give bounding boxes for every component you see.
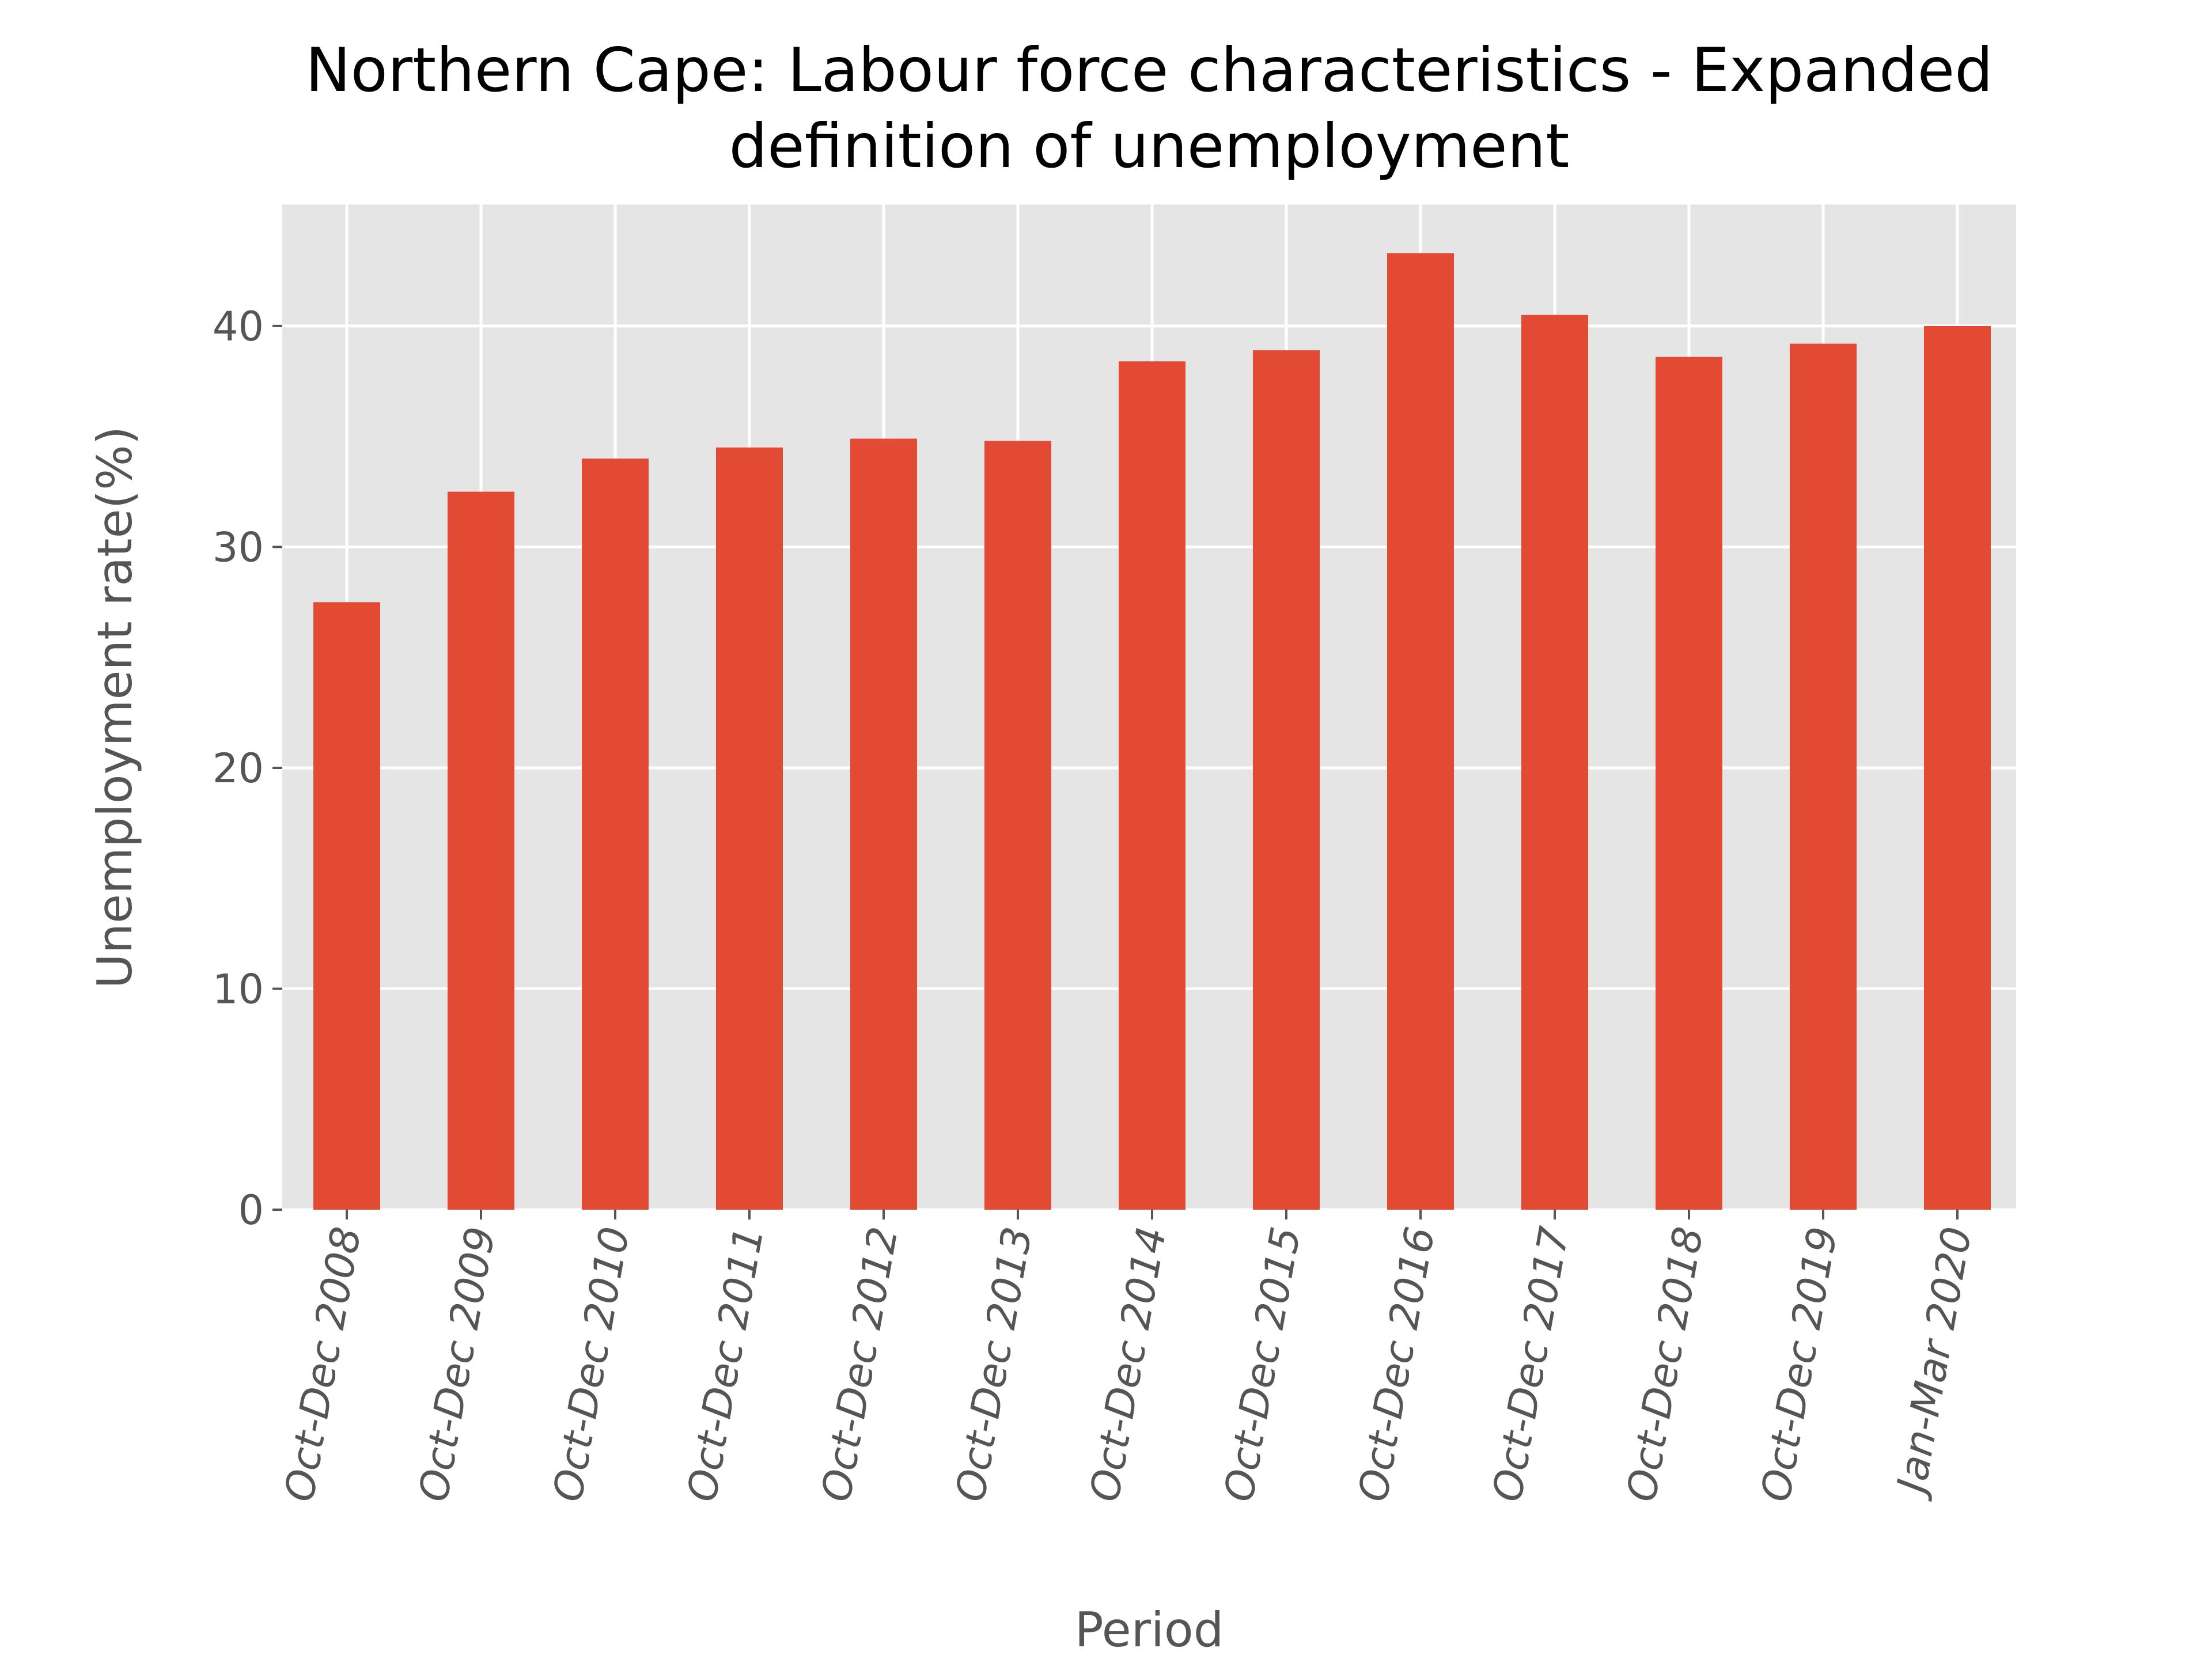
bar xyxy=(1521,315,1588,1210)
x-tick-label: Oct-Dec 2018 xyxy=(1618,1224,1712,1505)
x-tick-label: Jan-Mar 2020 xyxy=(1887,1224,1981,1503)
bar xyxy=(1656,357,1722,1210)
chart-title-line-2: definition of unemployment xyxy=(729,111,1570,181)
bars xyxy=(313,253,1991,1210)
x-tick-label: Oct-Dec 2017 xyxy=(1483,1224,1578,1505)
x-tick-label: Oct-Dec 2012 xyxy=(812,1224,907,1505)
y-tick-label: 20 xyxy=(213,745,264,792)
x-axis-ticks: Oct-Dec 2008 Oct-Dec 2009 Oct-Dec 2010 Oct-… xyxy=(275,1210,1981,1505)
y-axis-ticks: 0 10 20 30 40 xyxy=(213,303,282,1234)
bar xyxy=(313,602,380,1210)
y-tick-label: 10 xyxy=(213,965,264,1013)
y-tick-label: 40 xyxy=(213,303,264,350)
x-tick-label: Oct-Dec 2010 xyxy=(544,1224,638,1505)
bar xyxy=(716,447,783,1210)
x-tick-label: Oct-Dec 2011 xyxy=(678,1224,772,1505)
bar xyxy=(850,438,917,1210)
x-tick-label: Oct-Dec 2015 xyxy=(1215,1224,1309,1505)
bar xyxy=(1253,350,1320,1210)
y-tick-label: 30 xyxy=(213,524,264,571)
bar xyxy=(984,441,1051,1210)
x-tick-label: Oct-Dec 2009 xyxy=(410,1224,504,1505)
bar xyxy=(1790,343,1857,1210)
bar xyxy=(448,491,514,1210)
chart-title-line-1: Northern Cape: Labour force characterist… xyxy=(305,35,1993,105)
bar xyxy=(1119,361,1185,1210)
x-tick-label: Oct-Dec 2016 xyxy=(1349,1224,1444,1505)
bar xyxy=(582,459,649,1210)
bar xyxy=(1387,253,1454,1210)
x-axis-label: Period xyxy=(1075,1602,1224,1658)
x-tick-label: Oct-Dec 2014 xyxy=(1081,1224,1175,1505)
y-axis-label: Unemployment rate(%) xyxy=(87,426,143,989)
y-tick-label: 0 xyxy=(238,1187,264,1234)
x-tick-label: Oct-Dec 2013 xyxy=(946,1224,1041,1505)
x-tick-label: Oct-Dec 2008 xyxy=(275,1224,370,1505)
bar xyxy=(1924,325,1991,1210)
x-tick-label: Oct-Dec 2019 xyxy=(1752,1224,1846,1505)
